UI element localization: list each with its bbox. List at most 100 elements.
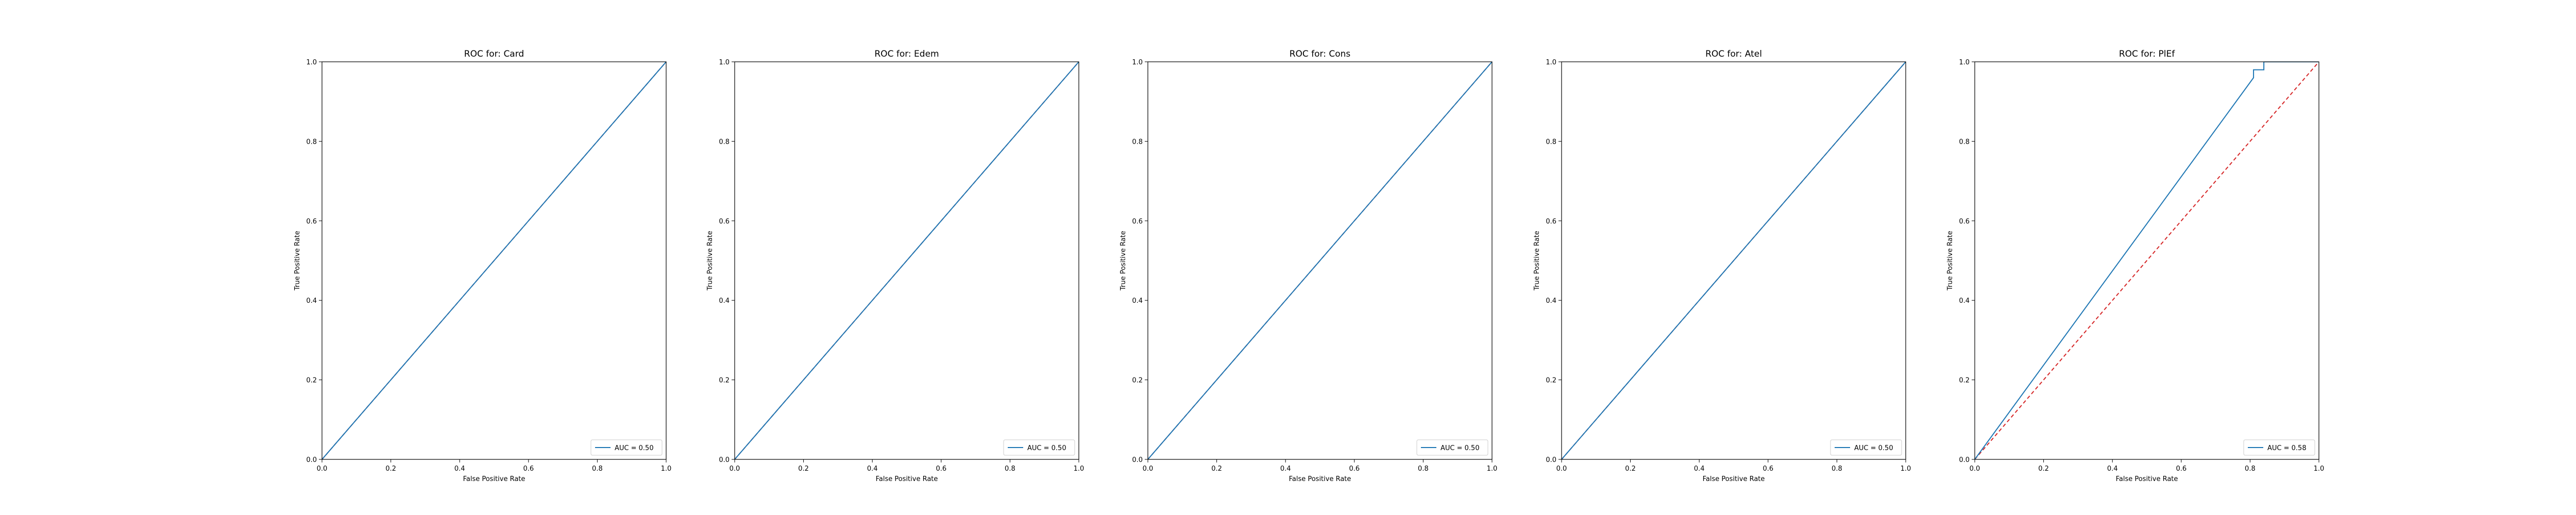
y-tick-label: 0.4 <box>719 297 730 305</box>
y-axis-label: True Positive Rate <box>1946 231 1954 291</box>
legend-box <box>590 439 663 456</box>
axes-frame <box>1147 61 1493 460</box>
y-tick-label: 0.8 <box>1546 138 1556 146</box>
chart-title: ROC for: Edem <box>874 49 939 59</box>
roc-panel-5: ROC for: PlEf 0.0 0.2 0.4 0.6 0.8 1.0 0.0 0.2 0.4… <box>1946 49 2324 483</box>
legend-box <box>1830 439 1902 456</box>
x-tick-label: 0.0 <box>317 465 328 473</box>
y-tick-label: 0.4 <box>1546 297 1556 305</box>
y-tick-label: 0.6 <box>719 218 730 226</box>
y-tick-label: 0.4 <box>1959 297 1970 305</box>
x-tick-label: 1.0 <box>2314 465 2325 473</box>
y-tick-label: 1.0 <box>719 59 730 66</box>
x-tick-label: 0.0 <box>1143 465 1154 473</box>
x-tick-label: 0.2 <box>798 465 809 473</box>
legend: AUC = 0.50 <box>590 439 663 456</box>
legend-entry: AUC = 0.50 <box>1854 444 1893 452</box>
axes-frame <box>734 61 1079 460</box>
legend-box <box>2243 439 2315 456</box>
x-tick-label: 1.0 <box>1074 465 1084 473</box>
y-tick-label: 1.0 <box>306 59 317 66</box>
y-tick-label: 0.6 <box>306 218 317 226</box>
x-tick-label: 0.2 <box>1625 465 1636 473</box>
reference-line <box>1975 62 2319 459</box>
y-axis-label: True Positive Rate <box>1120 231 1127 291</box>
y-tick-label: 0.8 <box>719 138 730 146</box>
roc-curve <box>1148 62 1492 459</box>
y-tick-label: 0.0 <box>1132 456 1143 464</box>
roc-curve <box>1562 62 1906 459</box>
x-tick-label: 0.6 <box>1762 465 1773 473</box>
y-tick-label: 0.0 <box>1959 456 1970 464</box>
y-tick-label: 0.2 <box>719 377 730 385</box>
y-tick-label: 1.0 <box>1132 59 1143 66</box>
roc-curve <box>322 62 666 459</box>
chart-title: ROC for: PlEf <box>2119 49 2175 59</box>
x-tick-label: 0.4 <box>454 465 465 473</box>
legend-entry: AUC = 0.58 <box>2267 444 2307 452</box>
x-axis-label: False Positive Rate <box>876 475 938 483</box>
x-tick-label: 0.0 <box>1556 465 1567 473</box>
x-tick-label: 0.6 <box>1349 465 1360 473</box>
roc-curve <box>1975 62 2319 459</box>
x-tick-label: 0.6 <box>2176 465 2187 473</box>
y-tick-label: 0.4 <box>306 297 317 305</box>
x-tick-label: 0.2 <box>385 465 396 473</box>
x-axis-label: False Positive Rate <box>463 475 526 483</box>
x-axis-label: False Positive Rate <box>2116 475 2178 483</box>
y-tick-label: 0.6 <box>1959 218 1970 226</box>
y-tick-label: 0.6 <box>1132 218 1143 226</box>
y-tick-label: 0.0 <box>306 456 317 464</box>
x-axis-label: False Positive Rate <box>1703 475 1765 483</box>
x-tick-label: 0.8 <box>1005 465 1015 473</box>
x-tick-label: 0.8 <box>1418 465 1429 473</box>
x-tick-label: 0.8 <box>2245 465 2256 473</box>
legend: AUC = 0.58 <box>2243 439 2315 456</box>
y-tick-label: 0.6 <box>1546 218 1556 226</box>
axes-frame <box>1561 61 1906 460</box>
y-tick-label: 0.8 <box>1959 138 1970 146</box>
x-tick-label: 0.4 <box>867 465 878 473</box>
roc-panel-4: ROC for: Atel 0.0 0.2 0.4 0.6 0.8 1.0 0.0 0.2 0.4… <box>1533 49 1911 483</box>
x-tick-label: 0.2 <box>1211 465 1222 473</box>
y-axis-label: True Positive Rate <box>1533 231 1541 291</box>
legend-entry: AUC = 0.50 <box>1440 444 1480 452</box>
x-tick-label: 0.8 <box>592 465 603 473</box>
chart-title: ROC for: Card <box>464 49 524 59</box>
y-tick-label: 0.8 <box>1132 138 1143 146</box>
y-tick-label: 0.4 <box>1132 297 1143 305</box>
legend-box <box>1416 439 1488 456</box>
x-tick-label: 0.4 <box>1694 465 1705 473</box>
x-tick-label: 1.0 <box>1901 465 1911 473</box>
legend: AUC = 0.50 <box>1830 439 1902 456</box>
x-tick-label: 0.0 <box>730 465 740 473</box>
x-tick-label: 0.0 <box>1970 465 1980 473</box>
y-tick-label: 0.0 <box>719 456 730 464</box>
x-tick-label: 0.8 <box>1832 465 1842 473</box>
x-tick-label: 1.0 <box>1487 465 1498 473</box>
chart-title: ROC for: Atel <box>1705 49 1762 59</box>
y-axis-label: True Positive Rate <box>294 231 301 291</box>
x-axis-label: False Positive Rate <box>1289 475 1351 483</box>
roc-panel-3: ROC for: Cons 0.0 0.2 0.4 0.6 0.8 1.0 0.0 0.2 0.4… <box>1120 49 1497 483</box>
legend: AUC = 0.50 <box>1003 439 1075 456</box>
x-tick-label: 1.0 <box>661 465 672 473</box>
y-tick-label: 0.2 <box>306 377 317 385</box>
roc-panel-2: ROC for: Edem 0.0 0.2 0.4 0.6 0.8 1.0 0.0 0.2 0.4… <box>706 49 1084 483</box>
x-tick-label: 0.4 <box>2107 465 2118 473</box>
y-tick-label: 0.2 <box>1959 377 1970 385</box>
x-tick-label: 0.4 <box>1280 465 1291 473</box>
roc-curve <box>735 62 1079 459</box>
legend-entry: AUC = 0.50 <box>615 444 654 452</box>
x-tick-label: 0.2 <box>2038 465 2049 473</box>
chart-title: ROC for: Cons <box>1290 49 1351 59</box>
y-tick-label: 0.2 <box>1546 377 1556 385</box>
y-tick-label: 0.2 <box>1132 377 1143 385</box>
y-tick-label: 1.0 <box>1546 59 1556 66</box>
y-tick-label: 0.8 <box>306 138 317 146</box>
legend-entry: AUC = 0.50 <box>1027 444 1066 452</box>
x-tick-label: 0.6 <box>523 465 534 473</box>
y-axis-label: True Positive Rate <box>706 231 714 291</box>
legend: AUC = 0.50 <box>1416 439 1488 456</box>
